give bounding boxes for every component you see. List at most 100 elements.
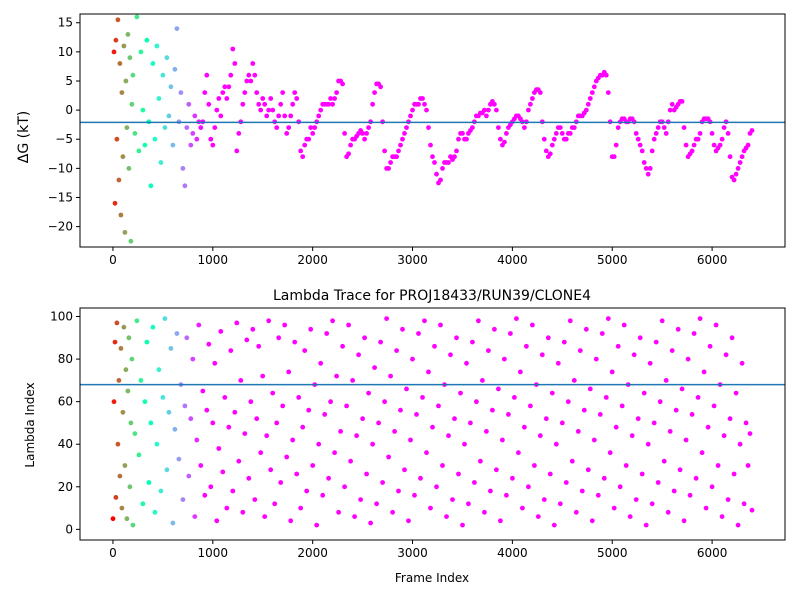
lambda-point (617, 484, 623, 490)
delta-g-point (645, 171, 651, 177)
delta-g-point (130, 72, 136, 78)
lambda-point (142, 399, 148, 405)
lambda-point (502, 356, 507, 362)
delta-g-point (326, 101, 331, 107)
delta-g-point (168, 84, 174, 90)
delta-g-point (362, 136, 367, 142)
delta-g-point (276, 113, 282, 119)
lambda-point (320, 492, 326, 498)
delta-g-point (745, 142, 751, 148)
delta-g-point (166, 113, 172, 119)
delta-g-point (125, 32, 131, 37)
lambda-point (400, 326, 405, 332)
lambda-point (113, 495, 119, 500)
lambda-point (514, 316, 519, 321)
lambda-point (677, 467, 683, 473)
lambda-point (136, 452, 142, 458)
lambda-point (518, 369, 523, 375)
delta-g-point (446, 160, 451, 165)
lambda-x-tick-label: 4000 (497, 546, 528, 560)
delta-g-y-tick-label: −10 (48, 161, 73, 175)
lambda-point (414, 412, 419, 417)
lambda-point (490, 407, 495, 413)
delta-g-point (611, 154, 617, 160)
lambda-point (258, 450, 264, 456)
delta-g-point (372, 90, 377, 95)
delta-g-point (184, 125, 190, 130)
lambda-point (707, 343, 713, 349)
delta-g-point (306, 136, 312, 142)
lambda-point (537, 433, 543, 439)
lambda-point (607, 450, 613, 456)
lambda-point (663, 378, 669, 383)
lambda-point (162, 316, 168, 321)
delta-g-point (148, 183, 154, 189)
lambda-point (494, 467, 499, 473)
lambda-point (134, 318, 140, 324)
lambda-point (112, 339, 118, 345)
delta-g-point (567, 131, 573, 136)
delta-g-point (484, 113, 489, 119)
delta-g-point (244, 78, 250, 84)
lambda-point (294, 471, 300, 477)
delta-g-point (164, 55, 170, 61)
lambda-point (416, 331, 421, 336)
lambda-point (729, 335, 735, 341)
delta-g-point (124, 125, 130, 130)
lambda-point (555, 360, 561, 366)
lambda-point (458, 390, 463, 396)
lambda-point (262, 514, 268, 519)
delta-g-point (286, 125, 292, 130)
delta-g-point (494, 107, 499, 113)
lambda-point (434, 484, 439, 490)
lambda-point (713, 322, 719, 328)
lambda-point (691, 331, 697, 336)
delta-g-point (482, 107, 487, 113)
lambda-point (216, 446, 222, 451)
delta-g-point (128, 238, 134, 244)
delta-g-point (496, 125, 501, 130)
delta-g-point (695, 136, 701, 142)
lambda-x-tick-label: 5000 (597, 546, 628, 560)
lambda-point (627, 514, 633, 519)
lambda-point (524, 343, 529, 349)
delta-g-point (681, 125, 687, 130)
delta-g-point (140, 107, 146, 113)
delta-g-point (585, 101, 591, 107)
delta-g-point (725, 131, 731, 136)
lambda-point (238, 378, 244, 383)
delta-g-point (114, 136, 120, 142)
lambda-point (121, 324, 127, 330)
lambda-point (388, 373, 393, 379)
delta-g-point (222, 84, 228, 90)
delta-g-point (721, 125, 727, 130)
lambda-point (344, 403, 349, 409)
delta-g-point (615, 125, 621, 130)
lambda-point (310, 463, 316, 468)
delta-g-point (633, 131, 639, 136)
delta-g-point (719, 136, 725, 142)
delta-g-axes-frame (79, 13, 786, 248)
delta-g-point (180, 166, 186, 171)
delta-g-point (551, 136, 557, 142)
delta-g-point (123, 78, 129, 84)
lambda-point (500, 437, 505, 443)
delta-g-point (502, 139, 507, 145)
lambda-point (631, 352, 637, 358)
lambda-point (747, 431, 753, 436)
lambda-point (731, 471, 737, 477)
delta-g-point (613, 142, 619, 148)
delta-g-point (709, 131, 715, 136)
lambda-point (140, 501, 146, 507)
lambda-point (316, 441, 322, 447)
lambda-point (741, 501, 747, 507)
delta-g-point (543, 148, 549, 154)
lambda-point (296, 395, 302, 400)
lambda-point (446, 433, 451, 439)
lambda-point (611, 505, 617, 511)
delta-g-point (649, 148, 655, 154)
lambda-point (318, 360, 324, 366)
delta-g-point (647, 166, 653, 171)
delta-g-point (117, 61, 123, 66)
